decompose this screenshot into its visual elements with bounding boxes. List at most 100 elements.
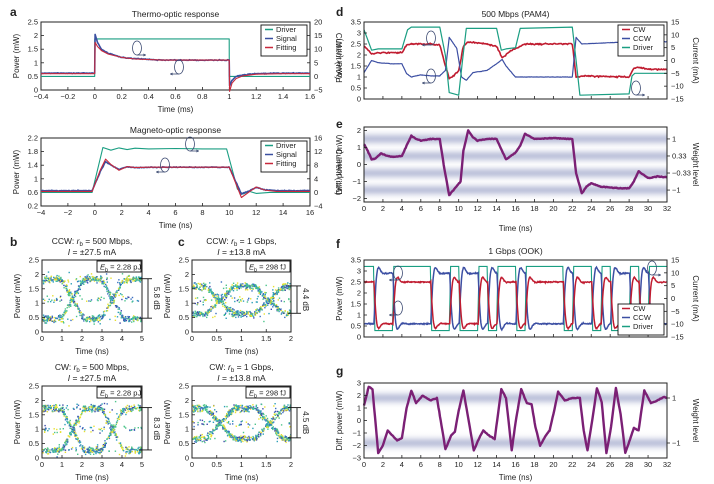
eye-point	[119, 282, 121, 284]
eye-point	[211, 431, 213, 433]
eye-point	[56, 450, 58, 453]
eye-point	[58, 316, 60, 318]
eye-point	[229, 433, 232, 435]
eye-point	[231, 315, 233, 317]
x-tick-label: 0	[362, 460, 366, 469]
eye-point	[104, 442, 107, 444]
y-tick-label: 1.5	[28, 45, 38, 54]
eye-point	[72, 299, 74, 301]
eye-point	[286, 287, 289, 290]
eye-point	[65, 417, 67, 419]
eye-point	[107, 423, 109, 425]
eye-point	[243, 313, 245, 315]
eye-point	[122, 450, 125, 452]
eye-point	[111, 429, 114, 431]
eye-point	[210, 288, 212, 290]
eye-point	[77, 438, 79, 440]
y2-tick-label: −5	[671, 307, 680, 316]
eye-point	[58, 448, 60, 450]
legend-box	[617, 303, 665, 336]
eye-point	[240, 284, 242, 286]
eye-point	[239, 407, 241, 409]
eye-point	[265, 423, 267, 426]
eye-point	[197, 421, 199, 424]
eye-point	[255, 436, 257, 439]
series-line-cw	[363, 275, 667, 331]
eye-point	[217, 424, 220, 426]
eye-point	[244, 435, 246, 437]
eye-point	[216, 301, 218, 303]
eye-point	[205, 299, 207, 301]
eye-point	[105, 442, 107, 444]
eye-point	[216, 295, 218, 297]
eye-point	[211, 411, 213, 413]
eye-point	[51, 449, 53, 451]
eye-point	[265, 284, 267, 287]
eye-point	[119, 322, 121, 324]
eye-point	[136, 451, 139, 453]
eye-point	[72, 298, 74, 300]
eye-point	[89, 321, 91, 323]
eye-point	[103, 413, 105, 415]
y-tick-label: 1.5	[29, 410, 39, 419]
eye-point	[81, 446, 83, 448]
eye-point	[135, 316, 137, 319]
eye-point	[99, 299, 102, 301]
eye-point	[86, 318, 88, 321]
eye-point	[209, 411, 212, 413]
eye-point	[280, 424, 283, 426]
eye-point	[226, 290, 228, 292]
eye-point	[221, 301, 223, 303]
eye-point	[208, 287, 210, 289]
eye-point	[103, 409, 105, 411]
eye-point	[71, 293, 73, 295]
eye-point	[133, 428, 135, 431]
eye-point	[117, 308, 119, 310]
eye-point	[72, 300, 74, 302]
eye-point	[192, 438, 195, 440]
eye-point	[135, 448, 137, 451]
eye-point	[80, 311, 82, 314]
y2-tick-label: −15	[671, 333, 684, 342]
eye-point	[130, 410, 133, 413]
eye-point	[42, 279, 45, 282]
eye-point	[100, 318, 103, 320]
eye-point	[250, 405, 252, 408]
eye-point	[203, 407, 205, 409]
eye-point	[139, 405, 142, 407]
eye-point	[247, 436, 249, 439]
eye-point	[257, 409, 260, 411]
eye-point	[218, 419, 220, 422]
eye-point	[95, 317, 97, 320]
x-tick-label: 16	[306, 208, 314, 217]
eye-point	[60, 449, 62, 451]
eye-point	[72, 430, 75, 432]
eye-point	[90, 280, 92, 282]
eye-point	[197, 410, 199, 412]
eye-point	[81, 298, 83, 300]
eye-point	[268, 300, 271, 302]
series-line-fitting	[41, 41, 310, 92]
eye-point	[104, 414, 106, 416]
eye-point	[78, 420, 81, 423]
eye-point	[132, 280, 134, 282]
plot-frame	[41, 385, 143, 459]
eye-point	[276, 290, 278, 292]
eye-point	[45, 319, 47, 321]
eye-point	[95, 447, 98, 449]
eye-point	[73, 408, 75, 410]
eye-point	[202, 304, 204, 306]
eye-point	[204, 284, 206, 286]
y-tick-label: 0	[35, 454, 39, 463]
eye-point	[204, 299, 206, 302]
eye-point	[117, 416, 120, 418]
eye-point	[89, 280, 91, 282]
eye-point	[77, 307, 80, 309]
eye-point	[288, 298, 290, 300]
eye-point	[123, 278, 125, 280]
eye-point	[214, 315, 216, 318]
eye-point	[62, 404, 64, 406]
x-tick-label: 1.5	[261, 334, 271, 343]
x-tick-label: 20	[549, 460, 557, 469]
eye-point	[233, 285, 235, 287]
